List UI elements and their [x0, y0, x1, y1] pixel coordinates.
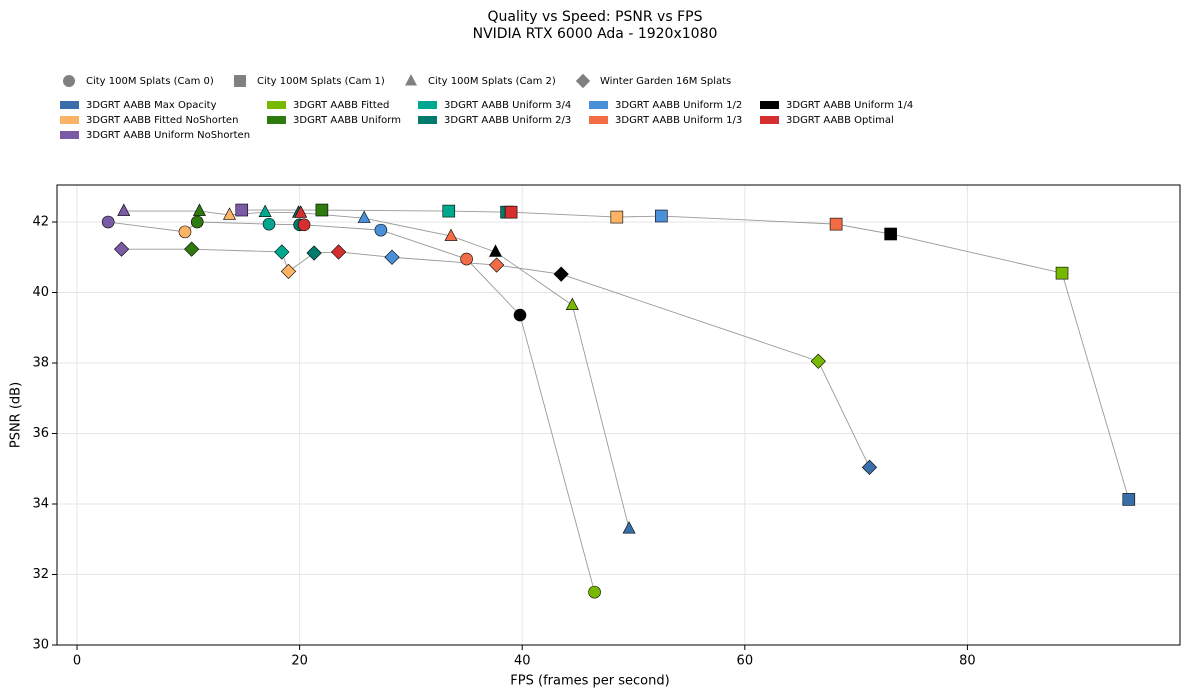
legend-swatch: [760, 101, 779, 109]
y-tick-label: 36: [32, 426, 49, 441]
scene-line: [108, 221, 596, 593]
legend-label: 3DGRT AABB Uniform 3/4: [444, 100, 571, 111]
legend-swatch: [60, 101, 79, 109]
legend-swatch: [589, 116, 608, 124]
legend-label: City 100M Splats (Cam 1): [257, 76, 385, 87]
data-point: [330, 244, 347, 260]
legend-swatch: [267, 101, 286, 109]
data-point: [192, 203, 206, 216]
legend-swatch: [418, 101, 437, 109]
data-point: [588, 585, 601, 599]
y-tick-label: 32: [32, 567, 49, 582]
data-point: [565, 297, 579, 310]
markers: [101, 203, 1136, 599]
data-point: [504, 205, 518, 219]
data-point: [553, 266, 569, 282]
legend-label: 3DGRT AABB Uniform 1/4: [786, 100, 913, 111]
data-point: [280, 263, 297, 279]
legend-swatch: [60, 116, 79, 124]
data-point: [884, 227, 897, 241]
data-point: [655, 209, 668, 223]
legend-swatch: [60, 131, 79, 139]
legend-label: City 100M Splats (Cam 0): [86, 76, 214, 87]
data-point: [357, 210, 371, 223]
data-point: [1055, 266, 1069, 280]
x-tick-label: 0: [73, 654, 81, 669]
data-point: [489, 244, 503, 257]
data-point: [829, 217, 843, 231]
grid: [57, 185, 1180, 646]
y-tick-label: 34: [32, 497, 49, 512]
x-tick-label: 40: [514, 654, 531, 669]
data-point: [223, 207, 237, 220]
legend-label: 3DGRT AABB Uniform NoShorten: [86, 130, 250, 141]
x-tick-label: 20: [291, 654, 308, 669]
legend-label: 3DGRT AABB Uniform 1/3: [615, 115, 742, 126]
chart-title: Quality vs Speed: PSNR vs FPS: [488, 9, 703, 25]
data-point: [610, 210, 624, 224]
legend-label: 3DGRT AABB Uniform 2/3: [444, 115, 571, 126]
data-point: [460, 252, 473, 266]
legend-swatch: [589, 101, 608, 109]
legend-marker: [63, 75, 75, 87]
legend-swatch: [418, 116, 437, 124]
data-point: [297, 218, 311, 232]
y-tick-label: 30: [32, 638, 49, 653]
legend: City 100M Splats (Cam 0) City 100M Splats…: [60, 73, 913, 141]
legend-marker: [575, 73, 591, 89]
data-point: [184, 241, 200, 257]
data-point: [861, 459, 878, 475]
data-point: [113, 241, 130, 257]
data-point: [442, 204, 456, 218]
legend-swatch: [760, 116, 779, 124]
data-point: [190, 215, 204, 229]
data-point: [294, 205, 308, 218]
scene-line: [241, 209, 1130, 500]
data-point: [489, 257, 505, 273]
data-point: [262, 217, 276, 231]
data-point: [178, 225, 192, 239]
plot-frame: [56, 184, 1181, 646]
legend-label: 3DGRT AABB Uniform: [293, 115, 401, 126]
y-tick-label: 38: [32, 356, 49, 371]
data-point: [622, 521, 636, 534]
legend-label: Winter Garden 16M Splats: [600, 76, 731, 87]
axes: 0 20 40 60 80 30 32 34 36 38 40 42: [32, 215, 975, 669]
x-axis-label: FPS (frames per second): [510, 674, 669, 689]
scene-line: [121, 248, 870, 468]
y-tick-label: 42: [32, 215, 49, 230]
data-point: [117, 203, 131, 216]
data-point: [384, 249, 400, 265]
legend-marker: [405, 74, 417, 86]
y-tick-label: 40: [32, 285, 49, 300]
data-point: [274, 244, 290, 260]
data-point: [513, 308, 527, 322]
data-point: [306, 245, 322, 261]
data-point: [1122, 493, 1136, 506]
x-tick-label: 80: [959, 654, 976, 669]
data-point: [444, 228, 458, 241]
y-axis-label: PSNR (dB): [9, 382, 24, 448]
data-point: [235, 203, 249, 217]
data-point: [101, 215, 115, 229]
legend-label: City 100M Splats (Cam 2): [428, 76, 556, 87]
legend-label: 3DGRT AABB Optimal: [786, 115, 894, 126]
legend-swatch: [267, 116, 286, 124]
scene-line: [123, 210, 630, 529]
legend-label: 3DGRT AABB Uniform 1/2: [615, 100, 742, 111]
data-point: [258, 204, 272, 217]
legend-label: 3DGRT AABB Fitted: [293, 100, 389, 111]
data-point: [374, 223, 388, 237]
x-tick-label: 60: [737, 654, 754, 669]
lines: [108, 209, 1130, 593]
legend-marker: [234, 75, 246, 87]
data-point: [315, 203, 329, 217]
legend-label: 3DGRT AABB Max Opacity: [86, 100, 217, 111]
chart-subtitle: NVIDIA RTX 6000 Ada - 1920x1080: [473, 26, 718, 42]
legend-label: 3DGRT AABB Fitted NoShorten: [86, 115, 238, 126]
data-point: [810, 353, 826, 369]
